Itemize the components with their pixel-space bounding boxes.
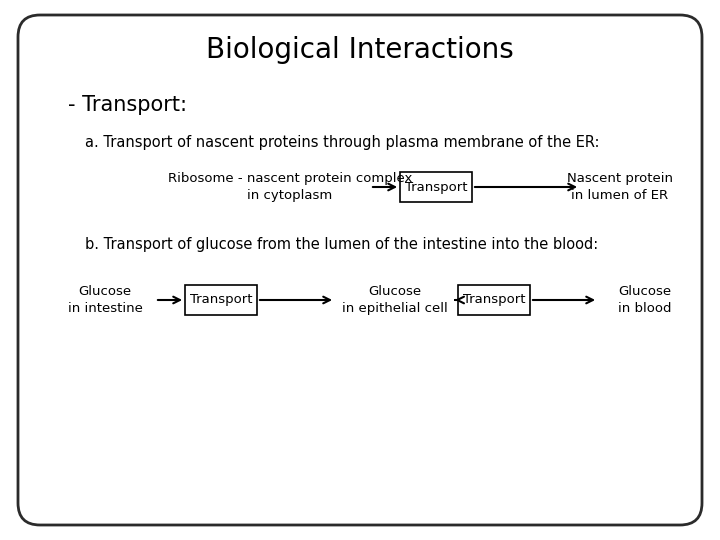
Text: Transport: Transport bbox=[405, 180, 467, 193]
Text: Glucose
in blood: Glucose in blood bbox=[618, 285, 672, 315]
Text: Transport: Transport bbox=[463, 294, 526, 307]
Text: Glucose
in intestine: Glucose in intestine bbox=[68, 285, 143, 315]
FancyBboxPatch shape bbox=[458, 285, 530, 315]
Text: Transport: Transport bbox=[190, 294, 252, 307]
Text: - Transport:: - Transport: bbox=[68, 95, 187, 115]
FancyBboxPatch shape bbox=[18, 15, 702, 525]
Text: a. Transport of nascent proteins through plasma membrane of the ER:: a. Transport of nascent proteins through… bbox=[85, 134, 600, 150]
Text: Ribosome - nascent protein complex
in cytoplasm: Ribosome - nascent protein complex in cy… bbox=[168, 172, 412, 202]
Text: Glucose
in epithelial cell: Glucose in epithelial cell bbox=[342, 285, 448, 315]
Text: Nascent protein
in lumen of ER: Nascent protein in lumen of ER bbox=[567, 172, 673, 202]
FancyBboxPatch shape bbox=[185, 285, 257, 315]
FancyBboxPatch shape bbox=[400, 172, 472, 202]
Text: Biological Interactions: Biological Interactions bbox=[206, 36, 514, 64]
Text: b. Transport of glucose from the lumen of the intestine into the blood:: b. Transport of glucose from the lumen o… bbox=[85, 238, 598, 253]
